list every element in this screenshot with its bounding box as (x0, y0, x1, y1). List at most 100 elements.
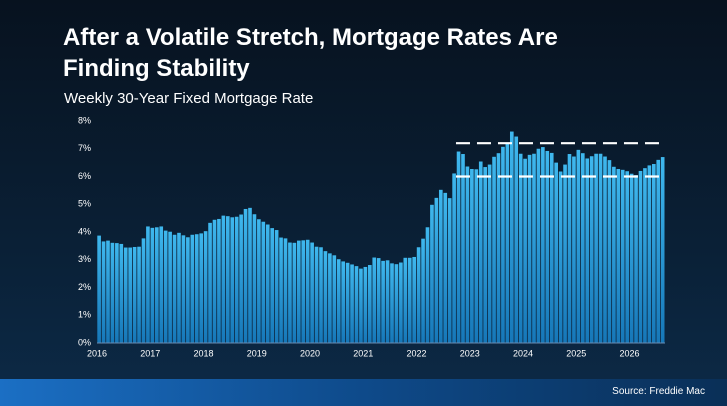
bar (625, 171, 629, 343)
bar (367, 265, 372, 343)
bar (150, 227, 155, 343)
bar (501, 146, 505, 343)
bar (292, 242, 297, 343)
bar (643, 168, 647, 343)
bar (132, 246, 137, 343)
bar (651, 164, 656, 343)
bar (106, 240, 110, 343)
source-note: Source: Freddie Mac (612, 386, 705, 397)
bar (354, 266, 359, 343)
bar (159, 226, 164, 343)
bar (523, 158, 527, 343)
y-tick-label: 4% (78, 226, 91, 236)
x-tick-label: 2016 (87, 348, 107, 358)
bar (274, 230, 279, 343)
bar (190, 234, 195, 343)
bar (483, 167, 487, 343)
bar (563, 164, 567, 343)
bar (443, 192, 448, 343)
bar (363, 266, 368, 343)
bar (407, 257, 412, 343)
x-tick-label: 2022 (406, 348, 426, 358)
bar (239, 214, 243, 343)
x-tick-label: 2020 (300, 348, 320, 358)
bar (492, 156, 496, 343)
bar (634, 175, 638, 343)
bar (612, 166, 616, 343)
bar (594, 153, 598, 343)
bar (168, 231, 172, 343)
x-tick-label: 2026 (619, 348, 639, 358)
bar (465, 166, 470, 343)
bar (554, 162, 558, 343)
y-tick-label: 2% (78, 282, 91, 292)
bar (212, 219, 217, 343)
bar (332, 255, 337, 343)
x-tick-label: 2017 (140, 348, 160, 358)
bar (248, 207, 252, 343)
bar (496, 153, 501, 343)
bar (376, 258, 381, 343)
bar (509, 131, 514, 343)
bar (310, 242, 314, 343)
bar (532, 153, 536, 343)
bar (243, 208, 248, 343)
bar (381, 260, 385, 343)
bar (403, 257, 408, 343)
bar (154, 227, 159, 343)
bar (647, 165, 652, 343)
bar (572, 156, 576, 343)
bar (620, 169, 625, 343)
x-tick-label: 2021 (353, 348, 373, 358)
y-tick-label: 3% (78, 254, 91, 264)
chart-title: After a Volatile Stretch, Mortgage Rates… (63, 24, 558, 82)
y-tick-label: 5% (78, 199, 91, 209)
bar (141, 238, 146, 343)
bar (101, 241, 106, 343)
bar (234, 216, 239, 343)
bar (257, 219, 261, 343)
bar (487, 164, 492, 343)
bar (430, 204, 434, 343)
bar (585, 158, 590, 343)
bar (359, 268, 363, 343)
bar (137, 246, 141, 343)
bar (456, 151, 461, 343)
bar (221, 215, 226, 343)
chart-subtitle: Weekly 30-Year Fixed Mortgage Rate (64, 90, 314, 107)
bar (110, 242, 115, 343)
footer-band: Source: Freddie Mac (0, 379, 727, 406)
bar (607, 160, 612, 343)
x-tick-label: 2023 (460, 348, 480, 358)
bar (372, 257, 377, 343)
bar (474, 169, 479, 343)
chart: 0% 1% 2% 3% 4% 5% 6% 7% 8% 2016 2017 2018 2019 2020 20… (78, 115, 665, 358)
bar (208, 222, 212, 343)
bar (350, 264, 354, 343)
bar (478, 161, 483, 343)
bar (541, 147, 545, 343)
bar (181, 235, 186, 343)
bar (345, 262, 350, 343)
bar (390, 263, 394, 343)
bar (514, 136, 519, 343)
bar (447, 198, 452, 343)
bar (163, 230, 168, 343)
bar (416, 247, 421, 343)
bar (576, 149, 581, 343)
bar (314, 246, 319, 343)
bar (558, 171, 563, 343)
bar (261, 221, 266, 343)
bar (323, 251, 328, 343)
bar (580, 153, 585, 343)
y-tick-label: 8% (78, 115, 91, 125)
bar (225, 216, 230, 343)
bar (452, 173, 456, 343)
bar (217, 218, 221, 343)
bar (115, 243, 119, 343)
bar (629, 173, 634, 343)
bar (336, 259, 341, 343)
bar (549, 152, 554, 343)
bar (603, 156, 607, 343)
